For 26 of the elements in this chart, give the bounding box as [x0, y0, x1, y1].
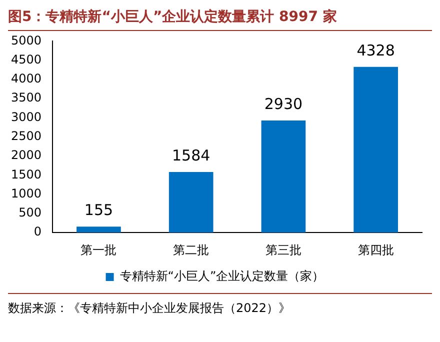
y-tick-label: 1000 — [10, 186, 42, 200]
y-tick-label: 1500 — [10, 167, 42, 182]
y-tick-label: 4500 — [10, 52, 42, 66]
legend-label: 专精特新“小巨人”企业认定数量（家） — [120, 269, 324, 284]
y-tick-label: 0 — [34, 224, 42, 239]
y-tick-label: 4000 — [10, 72, 42, 86]
y-tick-label: 2000 — [10, 148, 42, 162]
y-tick-label: 3500 — [10, 90, 42, 105]
y-tick-label: 500 — [18, 206, 42, 220]
bar — [354, 66, 398, 233]
bar — [261, 120, 306, 233]
y-tick-label: 5000 — [10, 33, 42, 48]
data-label: 1584 — [172, 146, 210, 164]
x-tick-label: 第三批 — [265, 242, 302, 257]
data-label: 4328 — [356, 41, 395, 60]
bar — [168, 172, 214, 233]
x-tick-label: 第二批 — [173, 242, 210, 257]
bar — [76, 226, 121, 233]
chart-title: 图5：专精特新“小巨人”企业认定数量累计 8997 家 — [8, 8, 432, 31]
y-tick-label: 2500 — [10, 129, 42, 144]
data-label: 2930 — [264, 94, 303, 113]
data-label: 155 — [84, 201, 114, 220]
x-tick-label: 第四批 — [358, 242, 394, 257]
y-tick-label: 3000 — [10, 110, 42, 124]
x-tick-label: 第一批 — [80, 242, 117, 257]
source-note: 数据来源：《专精特新中小企业发展报告（2022）》 — [8, 300, 292, 317]
